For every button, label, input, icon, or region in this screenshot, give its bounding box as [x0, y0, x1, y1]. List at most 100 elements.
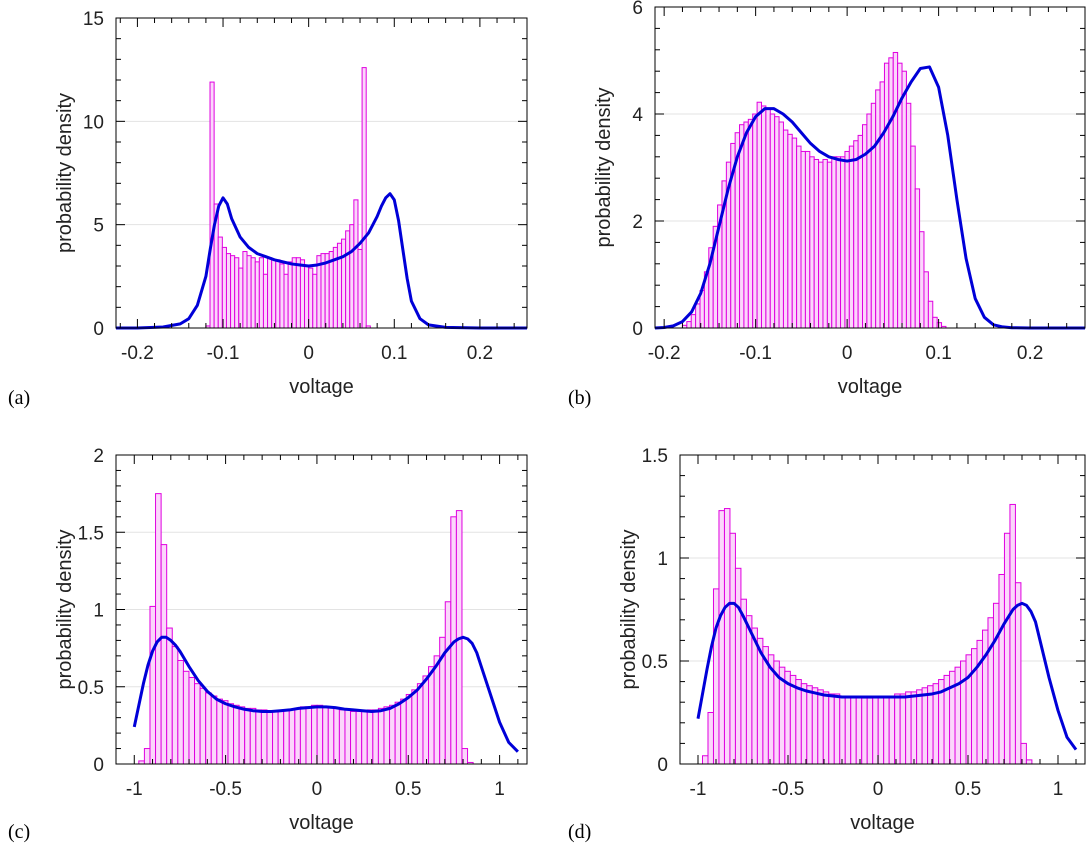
histogram-bar	[177, 659, 184, 765]
histogram-bar	[262, 273, 269, 329]
x-tick-label: 0	[873, 779, 884, 800]
histogram-bar	[283, 709, 290, 765]
density-curve	[696, 601, 1078, 751]
x-tick-label: 1	[494, 779, 505, 800]
y-tick-label: 0	[657, 755, 668, 776]
x-tick-label: 0.5	[395, 779, 421, 800]
histogram-bar	[848, 145, 855, 329]
histogram-bar	[778, 121, 784, 329]
histogram-bar	[992, 602, 1000, 765]
histogram-bar	[809, 156, 815, 329]
histogram-bar	[833, 693, 841, 765]
histogram-bar	[166, 627, 173, 765]
histogram-bar	[782, 129, 789, 329]
histogram-bar	[277, 710, 285, 765]
histogram-bar	[853, 140, 859, 329]
histogram-bar	[205, 692, 212, 765]
histogram-bar	[299, 259, 306, 329]
histogram-bar	[333, 707, 340, 765]
histogram-bar	[888, 57, 894, 329]
histogram-bar	[249, 707, 257, 765]
y-tick-label: 10	[83, 112, 104, 133]
histogram-bar	[225, 253, 232, 329]
y-tick-label: 2	[93, 446, 104, 467]
histogram-bar	[769, 113, 776, 329]
histogram-bar	[835, 156, 842, 329]
histogram-bar	[316, 704, 324, 765]
y-tick-label: 5	[93, 216, 104, 237]
histogram-bar	[927, 685, 934, 765]
histogram-bar	[844, 695, 852, 765]
histogram-bar	[734, 567, 742, 765]
axes-box	[654, 6, 1086, 329]
histogram-bar	[791, 137, 798, 329]
y-tick-label: 0.5	[78, 678, 104, 699]
histogram-bar	[400, 698, 407, 765]
histogram-bar	[355, 710, 363, 765]
y-tick-label: 0.5	[642, 652, 668, 673]
histogram-bar	[361, 67, 367, 329]
histogram-bar	[811, 687, 819, 765]
histogram-bar	[271, 259, 277, 329]
histogram-bar	[910, 145, 916, 329]
x-tick-label: 0	[842, 343, 853, 364]
histogram-bar	[817, 689, 824, 765]
axes-box	[115, 17, 528, 329]
histogram-bar	[244, 707, 251, 765]
x-tick-label: 0	[312, 779, 323, 800]
histogram-bar	[818, 161, 824, 329]
histogram-bar	[160, 544, 168, 765]
histogram-bar	[353, 199, 359, 329]
histogram-bar	[822, 691, 830, 765]
histogram-bar	[377, 707, 385, 765]
histogram-bar	[702, 755, 709, 765]
histogram-bar	[444, 601, 452, 765]
histogram-bar	[279, 263, 285, 329]
histogram-bar	[765, 108, 771, 329]
histogram-bar	[927, 300, 934, 329]
histogram-bar	[760, 105, 767, 329]
histogram-bar	[350, 710, 357, 765]
x-tick-label: 0.5	[955, 779, 981, 800]
histogram-bar	[295, 257, 301, 329]
x-tick-label: 0.2	[467, 343, 493, 364]
histogram-bar	[372, 709, 379, 765]
histogram-bar	[266, 710, 274, 765]
x-axis-title: voltage	[838, 376, 903, 398]
histogram-bar	[712, 588, 720, 765]
y-axis-title: probability density	[54, 93, 76, 253]
histogram-bar	[888, 695, 896, 765]
histogram-bar	[250, 257, 256, 329]
histogram-bar	[304, 265, 310, 329]
histogram-bar	[872, 695, 879, 765]
histogram-bar	[901, 70, 907, 329]
histogram-bar	[936, 322, 943, 329]
histogram-bar	[217, 236, 223, 329]
density-curve	[116, 192, 527, 330]
histogram-bar	[718, 510, 725, 765]
histogram-bar	[789, 674, 797, 765]
x-tick-label: -1	[690, 779, 707, 800]
x-tick-label: -0.5	[209, 779, 242, 800]
histogram-bar	[260, 709, 268, 765]
histogram-bar	[255, 709, 262, 765]
histogram-bar	[1025, 759, 1033, 765]
histogram-bar	[921, 687, 929, 765]
histogram-bar	[221, 246, 227, 329]
histogram-bar	[883, 695, 890, 765]
x-tick-label: -0.1	[739, 343, 772, 364]
y-tick-label: 15	[83, 9, 104, 30]
histogram-bar	[311, 704, 318, 765]
histogram-bar	[209, 81, 215, 329]
histogram-bar	[258, 257, 264, 329]
histogram-bar	[857, 134, 863, 329]
histogram-bar	[210, 695, 218, 765]
histogram-bar	[855, 695, 863, 765]
histogram-bar	[879, 81, 885, 329]
histogram-bar	[822, 158, 828, 329]
axes-box	[679, 454, 1086, 765]
histogram-bar	[357, 248, 363, 329]
histogram-bar	[394, 701, 402, 765]
histogram-bar	[238, 706, 246, 765]
histogram-bar	[221, 700, 229, 765]
